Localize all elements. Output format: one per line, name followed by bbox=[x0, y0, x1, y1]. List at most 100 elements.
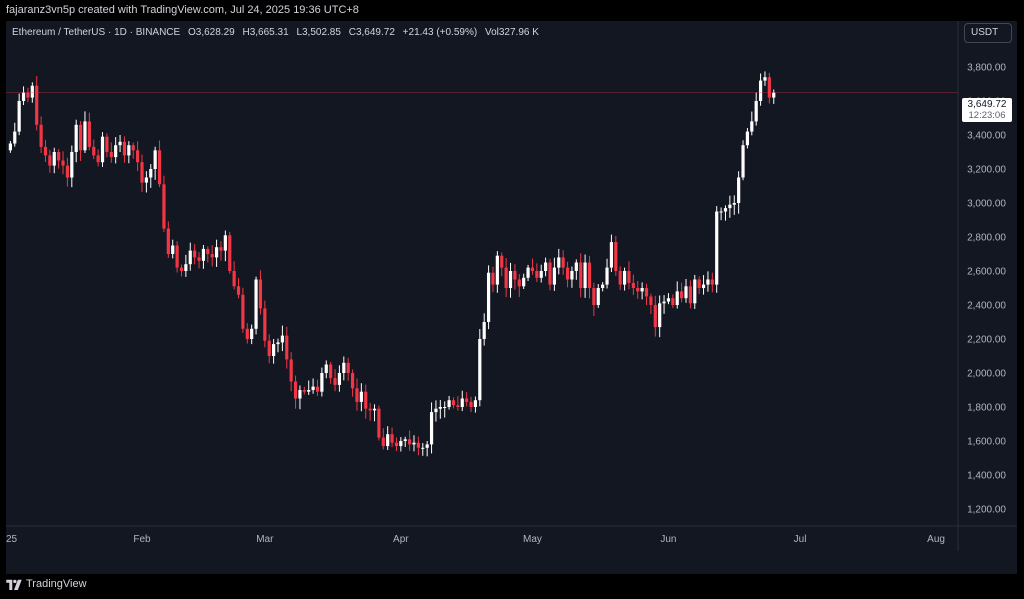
candle-body bbox=[754, 101, 758, 122]
candle-body bbox=[723, 208, 728, 212]
candle-body bbox=[758, 80, 763, 101]
candle-body bbox=[732, 203, 736, 205]
candle-body bbox=[763, 77, 767, 81]
candle-body bbox=[276, 342, 280, 345]
currency-unit-button[interactable]: USDT bbox=[964, 23, 1012, 43]
candle-body bbox=[131, 145, 135, 151]
candle-body bbox=[710, 279, 714, 285]
chart-panel[interactable]: 1,200.00 1,400.00 1,600.00 1,800.00 2,000.00… bbox=[6, 21, 1017, 574]
candle-body bbox=[368, 408, 372, 411]
candle-body bbox=[548, 262, 552, 285]
candle-body bbox=[438, 407, 442, 409]
y-tick-label: 3,400.00 bbox=[967, 131, 1006, 142]
candle-body bbox=[232, 271, 236, 287]
candle-body bbox=[188, 250, 192, 265]
x-tick-label: May bbox=[523, 534, 542, 545]
candle-body bbox=[465, 398, 469, 402]
candle-body bbox=[105, 136, 109, 152]
candle-body bbox=[513, 271, 517, 280]
volume-value: 327.96 K bbox=[498, 27, 539, 38]
footer-brand[interactable]: TradingView bbox=[6, 578, 87, 590]
candle-body bbox=[767, 77, 771, 98]
candle-body bbox=[592, 288, 596, 305]
candle-body bbox=[579, 262, 583, 288]
candle-body bbox=[74, 124, 78, 152]
candle-body bbox=[486, 272, 491, 322]
candle-body bbox=[87, 121, 91, 147]
candle-body bbox=[30, 85, 34, 98]
candle-body bbox=[162, 184, 166, 229]
candle-body bbox=[482, 322, 486, 339]
candle-body bbox=[508, 271, 513, 288]
candle-body bbox=[522, 277, 526, 287]
candle-body bbox=[39, 124, 43, 147]
candle-body bbox=[697, 279, 701, 288]
candle-body bbox=[96, 155, 100, 163]
candle-body bbox=[596, 288, 600, 305]
candle-body bbox=[601, 284, 605, 288]
candle-body bbox=[447, 400, 451, 407]
candle-body bbox=[311, 386, 315, 390]
x-tick-label: Mar bbox=[256, 534, 274, 545]
open-label: O bbox=[187, 27, 196, 38]
candle-body bbox=[662, 301, 666, 304]
candle-body bbox=[285, 335, 289, 360]
candle-body bbox=[201, 248, 206, 261]
candle-body bbox=[118, 141, 122, 146]
candle-body bbox=[609, 242, 614, 268]
candle-body bbox=[364, 391, 368, 409]
x-tick-label: Jun bbox=[660, 534, 676, 545]
candle-body bbox=[552, 267, 556, 285]
price-chart[interactable]: 1,200.00 1,400.00 1,600.00 1,800.00 2,000.00… bbox=[6, 21, 1017, 574]
candle-body bbox=[627, 271, 631, 283]
candle-body bbox=[21, 92, 26, 101]
candle-body bbox=[526, 267, 530, 278]
last-price-value: 3,649.72 bbox=[967, 99, 1007, 110]
candle-body bbox=[434, 408, 438, 413]
candle-body bbox=[70, 152, 74, 178]
y-tick-label: 1,200.00 bbox=[967, 505, 1006, 516]
candle-body bbox=[219, 247, 223, 251]
candle-body bbox=[280, 335, 284, 343]
candle-body bbox=[179, 267, 184, 271]
candle-body bbox=[750, 121, 754, 132]
candle-body bbox=[114, 145, 118, 158]
high-value: 3,665.31 bbox=[249, 27, 289, 38]
low-label: L bbox=[296, 27, 302, 38]
candle-body bbox=[293, 381, 298, 399]
candle-body bbox=[649, 296, 653, 305]
candle-body bbox=[416, 442, 420, 448]
candle-body bbox=[175, 245, 179, 268]
candle-body bbox=[324, 364, 328, 373]
candle-body bbox=[214, 247, 219, 258]
candle-body bbox=[92, 146, 96, 156]
x-tick-label: Aug bbox=[927, 534, 945, 545]
y-tick-label: 2,400.00 bbox=[967, 301, 1006, 312]
candle-body bbox=[658, 303, 662, 328]
candle-body bbox=[745, 131, 750, 146]
candle-body bbox=[193, 250, 197, 258]
candle-body bbox=[622, 271, 627, 285]
candle-body bbox=[530, 267, 535, 271]
close-value: 3,649.72 bbox=[355, 27, 395, 38]
candle-body bbox=[574, 262, 578, 271]
candle-body bbox=[737, 177, 741, 203]
candle-body bbox=[565, 267, 570, 280]
x-tick-label: Jul bbox=[794, 534, 807, 545]
candle-body bbox=[267, 340, 271, 356]
symbol-title[interactable]: Ethereum / TetherUS · 1D · BINANCE bbox=[12, 27, 181, 38]
candle-body bbox=[666, 298, 671, 302]
candle-body bbox=[228, 235, 232, 271]
candle-body bbox=[425, 444, 429, 448]
candle-body bbox=[394, 442, 399, 447]
volume-label: Vol bbox=[484, 27, 499, 38]
low-value: 3,502.85 bbox=[302, 27, 341, 38]
candle-body bbox=[153, 150, 157, 169]
y-tick-label: 2,800.00 bbox=[967, 233, 1006, 244]
candle-body bbox=[302, 390, 306, 392]
candle-body bbox=[210, 254, 214, 258]
candle-body bbox=[478, 339, 482, 401]
close-label: C bbox=[348, 27, 356, 38]
candle-body bbox=[197, 257, 201, 261]
